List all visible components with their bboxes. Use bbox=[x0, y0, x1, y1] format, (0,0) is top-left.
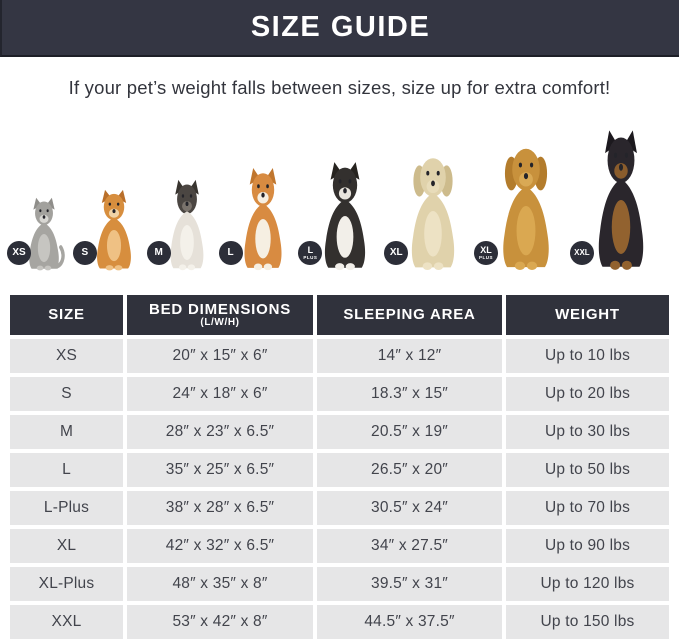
header-banner: SIZE GUIDE bbox=[0, 0, 679, 57]
cell-l-sleeping-area: 26.5″ x 20″ bbox=[317, 453, 502, 487]
pet-figure-border-collie-lplus: L PLUS bbox=[298, 161, 383, 271]
pomeranian-photo bbox=[96, 189, 131, 271]
column-header-weight: WEIGHT bbox=[506, 295, 669, 335]
cell-l-size: L bbox=[10, 453, 123, 487]
cell-xl-weight: Up to 90 lbs bbox=[506, 529, 669, 563]
subtitle-text: If your pet’s weight falls between sizes… bbox=[68, 77, 611, 98]
size-badge-border-collie-lplus: L PLUS bbox=[298, 241, 323, 265]
cell-l-plus-bed-dimensions: 38″ x 28″ x 6.5″ bbox=[127, 491, 313, 525]
pet-figure-cat-xs: XS bbox=[7, 197, 72, 271]
cell-s-bed-dimensions: 24″ x 18″ x 6″ bbox=[127, 377, 313, 411]
cell-l-plus-weight: Up to 70 lbs bbox=[506, 491, 669, 525]
doberman-photo bbox=[598, 130, 644, 270]
cell-l-plus-sleeping-area: 30.5″ x 24″ bbox=[317, 491, 502, 525]
cell-xs-size: XS bbox=[10, 339, 123, 373]
column-header-bed-dimensions: BED DIMENSIONS (L/W/H) bbox=[127, 295, 313, 335]
cell-xl-sleeping-area: 34″ x 27.5″ bbox=[317, 529, 502, 563]
cell-xs-sleeping-area: 14″ x 12″ bbox=[317, 339, 502, 373]
column-header-sleeping-area: SLEEPING AREA bbox=[317, 295, 502, 335]
pet-figure-labrador-xl: XL bbox=[384, 151, 473, 271]
cell-xl-plus-size: XL-Plus bbox=[10, 567, 123, 601]
size-badge-french-bulldog-m: M bbox=[146, 241, 171, 265]
size-badge-labrador-xl: XL bbox=[384, 241, 409, 265]
size-badge-doberman-xxl: XXL bbox=[569, 241, 594, 265]
pet-figure-golden-retriever-xlplus: XL PLUS bbox=[474, 141, 569, 271]
cell-l-plus-size: L-Plus bbox=[10, 491, 123, 525]
pet-figure-french-bulldog-m: M bbox=[146, 179, 218, 271]
cell-s-size: S bbox=[10, 377, 123, 411]
size-badge-shiba-inu-l: L bbox=[218, 241, 243, 265]
cell-xs-weight: Up to 10 lbs bbox=[506, 339, 669, 373]
cell-xl-size: XL bbox=[10, 529, 123, 563]
cell-s-sleeping-area: 18.3″ x 15″ bbox=[317, 377, 502, 411]
pet-figure-pomeranian-s: S bbox=[72, 189, 146, 271]
cell-m-bed-dimensions: 28″ x 23″ x 6.5″ bbox=[127, 415, 313, 449]
cell-xxl-bed-dimensions: 53″ x 42″ x 8″ bbox=[127, 605, 313, 639]
shiba-inu-photo bbox=[244, 168, 282, 271]
size-badge-golden-retriever-xlplus: XL PLUS bbox=[474, 241, 499, 265]
cell-m-weight: Up to 30 lbs bbox=[506, 415, 669, 449]
labrador-photo bbox=[412, 158, 455, 271]
cell-m-sleeping-area: 20.5″ x 19″ bbox=[317, 415, 502, 449]
cell-s-weight: Up to 20 lbs bbox=[506, 377, 669, 411]
pet-figure-shiba-inu-l: L bbox=[218, 167, 298, 271]
cell-xl-plus-weight: Up to 120 lbs bbox=[506, 567, 669, 601]
size-table: SIZE BED DIMENSIONS (L/W/H) SLEEPING AREA WE… bbox=[10, 295, 669, 639]
page-title: SIZE GUIDE bbox=[250, 11, 431, 43]
cell-xs-bed-dimensions: 20″ x 15″ x 6″ bbox=[127, 339, 313, 373]
cell-xl-plus-sleeping-area: 39.5″ x 31″ bbox=[317, 567, 502, 601]
cell-xl-bed-dimensions: 42″ x 32″ x 6.5″ bbox=[127, 529, 313, 563]
pet-figure-doberman-xxl: XXL bbox=[569, 129, 663, 271]
cell-l-bed-dimensions: 35″ x 25″ x 6.5″ bbox=[127, 453, 313, 487]
cell-l-weight: Up to 50 lbs bbox=[506, 453, 669, 487]
golden-retriever-photo bbox=[503, 148, 549, 270]
size-badge-pomeranian-s: S bbox=[72, 241, 97, 265]
cell-xxl-sleeping-area: 44.5″ x 37.5″ bbox=[317, 605, 502, 639]
column-header-size: SIZE bbox=[10, 295, 123, 335]
french-bulldog-photo bbox=[170, 179, 204, 271]
border-collie-photo bbox=[325, 162, 366, 271]
cell-xxl-weight: Up to 150 lbs bbox=[506, 605, 669, 639]
cell-xxl-size: XXL bbox=[10, 605, 123, 639]
gray-cat-photo bbox=[29, 197, 65, 271]
cell-m-size: M bbox=[10, 415, 123, 449]
cell-xl-plus-bed-dimensions: 48″ x 35″ x 8″ bbox=[127, 567, 313, 601]
pets-row: XS S M L bbox=[0, 101, 679, 291]
size-badge-cat-xs: XS bbox=[7, 241, 31, 265]
